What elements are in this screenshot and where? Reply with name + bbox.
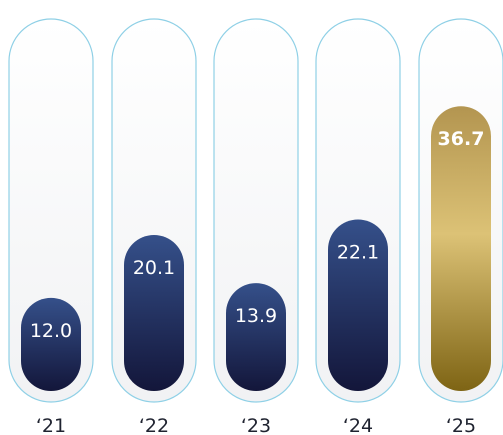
data-label: 36.7 <box>438 128 485 150</box>
data-label: 22.1 <box>337 242 379 264</box>
bar <box>328 219 388 391</box>
x-tick-label: ‘21 <box>36 415 66 435</box>
bar-track <box>8 18 94 403</box>
bar <box>431 106 491 391</box>
value-labels: 12.0 20.1 13.9 22.1 36.7 <box>30 128 485 342</box>
x-tick-label: ‘23 <box>241 415 271 435</box>
x-axis-ticks: ‘21 ‘22 ‘23 ‘24 ‘25 <box>36 415 476 435</box>
x-tick-label: ‘25 <box>446 415 476 435</box>
data-label: 13.9 <box>235 305 277 327</box>
x-tick-label: ‘22 <box>139 415 169 435</box>
data-label: 12.0 <box>30 320 72 342</box>
bar <box>124 235 184 391</box>
data-label: 20.1 <box>133 257 175 279</box>
x-tick-label: ‘24 <box>343 415 373 435</box>
bar <box>226 283 286 391</box>
bar <box>21 297 81 391</box>
bars <box>21 106 491 391</box>
